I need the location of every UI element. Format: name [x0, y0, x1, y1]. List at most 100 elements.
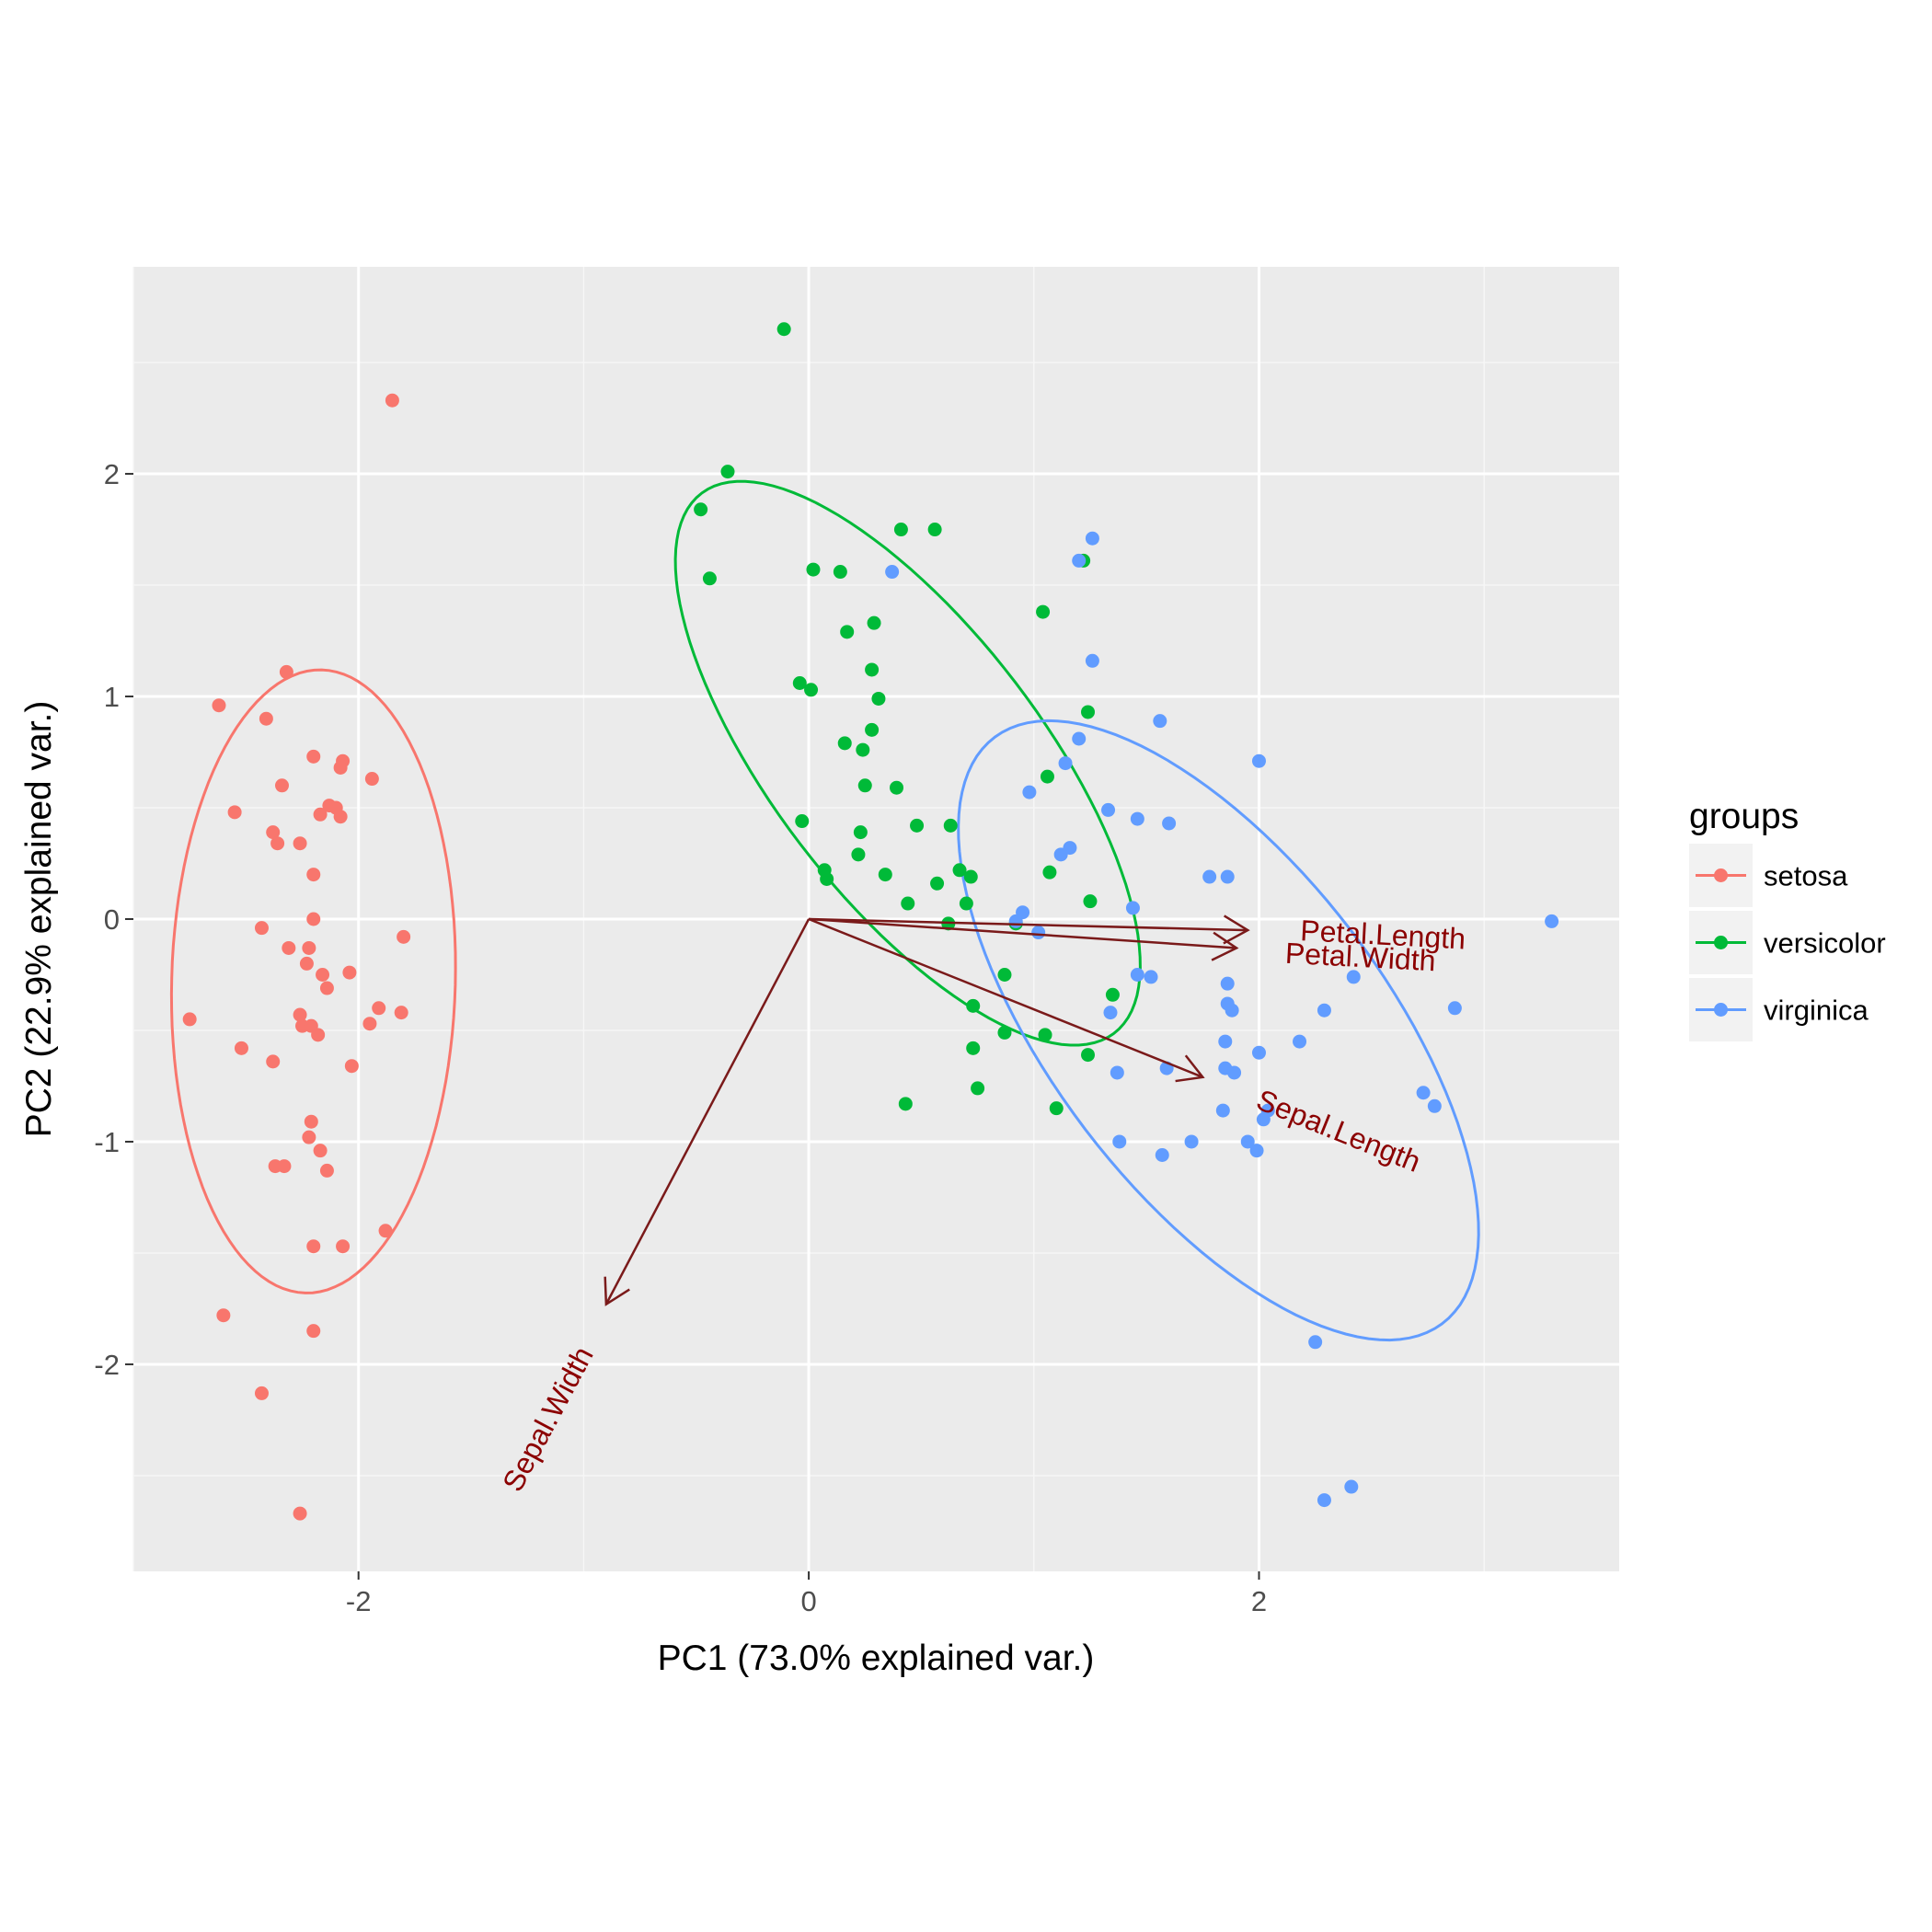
ellipse-versicolor — [673, 479, 1142, 1047]
point-virginica — [1031, 926, 1046, 940]
point-setosa — [227, 805, 242, 820]
point-versicolor — [910, 818, 925, 833]
point-virginica — [1085, 531, 1099, 546]
point-versicolor — [806, 562, 821, 577]
point-virginica — [1240, 1134, 1255, 1149]
point-virginica — [1227, 1065, 1242, 1080]
point-setosa — [372, 1001, 386, 1016]
point-versicolor — [804, 683, 819, 697]
point-setosa — [311, 1028, 326, 1042]
point-versicolor — [1049, 1101, 1064, 1116]
point-versicolor — [966, 998, 981, 1013]
point-setosa — [279, 664, 293, 679]
point-setosa — [313, 1144, 328, 1158]
point-versicolor — [702, 571, 717, 586]
x-tick-label: 0 — [800, 1585, 816, 1617]
point-virginica — [1130, 811, 1144, 826]
point-versicolor — [1083, 894, 1098, 909]
point-versicolor — [694, 502, 708, 517]
x-tick-label: 2 — [1251, 1585, 1267, 1617]
point-virginica — [1249, 1144, 1264, 1158]
point-setosa — [344, 1059, 359, 1074]
point-setosa — [293, 1007, 307, 1022]
point-setosa — [362, 1017, 377, 1031]
arrowhead-Sepal.Width — [604, 1276, 630, 1306]
ellipse-setosa — [169, 668, 457, 1294]
point-versicolor — [857, 778, 872, 793]
point-setosa — [212, 698, 226, 713]
point-virginica — [1346, 970, 1361, 984]
point-versicolor — [997, 967, 1012, 982]
point-virginica — [1103, 1006, 1118, 1020]
point-virginica — [1184, 1134, 1199, 1149]
point-setosa — [302, 1130, 316, 1144]
legend-label-setosa: setosa — [1764, 860, 1848, 892]
x-tick-label: -2 — [346, 1585, 372, 1617]
point-setosa — [319, 1163, 334, 1178]
point-setosa — [254, 921, 269, 936]
point-versicolor — [1081, 1048, 1096, 1063]
point-setosa — [306, 912, 321, 926]
y-tick-label: -1 — [94, 1126, 120, 1158]
point-versicolor — [851, 847, 866, 862]
legend-key-point — [1714, 1003, 1728, 1017]
point-virginica — [1144, 970, 1158, 984]
point-setosa — [385, 393, 399, 408]
point-versicolor — [820, 871, 834, 886]
point-setosa — [319, 981, 334, 995]
point-versicolor — [878, 868, 892, 882]
loading-label: Petal.Width — [1284, 937, 1436, 978]
point-versicolor — [840, 625, 855, 639]
point-versicolor — [1081, 705, 1096, 719]
point-virginica — [1293, 1034, 1307, 1049]
point-virginica — [1344, 1479, 1359, 1494]
point-setosa — [333, 760, 348, 775]
point-versicolor — [930, 876, 945, 891]
y-tick-label: 1 — [104, 681, 120, 713]
point-versicolor — [837, 736, 852, 751]
arrowhead-Petal.Length — [1223, 914, 1250, 945]
point-virginica — [1125, 901, 1140, 915]
point-virginica — [1162, 816, 1177, 831]
point-virginica — [1427, 1098, 1442, 1113]
point-versicolor — [943, 818, 958, 833]
point-setosa — [306, 1324, 321, 1339]
point-versicolor — [853, 825, 868, 840]
point-versicolor — [867, 615, 881, 630]
point-virginica — [1447, 1001, 1462, 1016]
point-setosa — [299, 956, 314, 971]
point-virginica — [1317, 1493, 1331, 1508]
point-setosa — [293, 1506, 307, 1521]
ellipse-virginica — [957, 719, 1480, 1342]
point-virginica — [1110, 1065, 1124, 1080]
point-setosa — [282, 940, 296, 955]
point-setosa — [259, 711, 273, 726]
point-setosa — [313, 807, 328, 822]
point-versicolor — [720, 465, 735, 479]
point-versicolor — [952, 863, 967, 878]
point-versicolor — [871, 691, 886, 706]
point-versicolor — [865, 722, 880, 737]
point-setosa — [342, 965, 357, 980]
point-versicolor — [1040, 769, 1054, 784]
point-virginica — [1202, 869, 1217, 884]
arrowhead-Petal.Width — [1211, 931, 1239, 961]
point-versicolor — [856, 742, 870, 757]
grid — [132, 267, 1619, 1571]
point-versicolor — [792, 676, 807, 691]
point-virginica — [1251, 753, 1266, 768]
point-setosa — [378, 1224, 393, 1238]
point-setosa — [182, 1012, 197, 1027]
point-virginica — [1220, 869, 1235, 884]
x-axis-title: PC1 (73.0% explained var.) — [658, 1639, 1095, 1678]
point-versicolor — [901, 896, 915, 911]
point-setosa — [364, 772, 379, 787]
point-versicolor — [997, 1025, 1012, 1040]
legend-key-point — [1714, 868, 1728, 882]
point-setosa — [336, 1239, 351, 1254]
point-setosa — [293, 836, 307, 851]
loading-arrow-Petal.Length — [809, 917, 1248, 932]
legend-title: groups — [1689, 797, 1799, 836]
point-virginica — [1256, 1112, 1271, 1127]
